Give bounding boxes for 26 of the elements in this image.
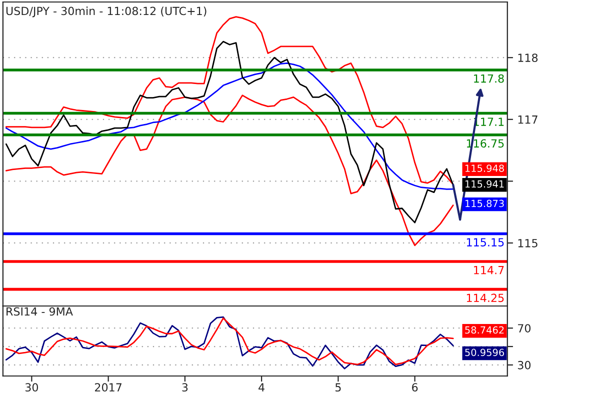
data-label: 115.873 bbox=[465, 200, 504, 208]
line-series bbox=[5, 16, 454, 186]
chart-title: USD/JPY - 30min - 11:08:12 (UTC+1) bbox=[6, 6, 206, 18]
y-tick-label: 115 bbox=[518, 239, 538, 248]
ref-line-label: 115.15 bbox=[466, 238, 504, 246]
x-tick-label: 30 bbox=[25, 383, 38, 392]
x-tick-label: 6 bbox=[412, 383, 418, 392]
x-tick-label: 4 bbox=[258, 383, 264, 392]
ref-line-label: 114.25 bbox=[466, 294, 504, 302]
data-label: 115.948 bbox=[465, 164, 504, 172]
data-label: 58.7462 bbox=[465, 326, 504, 334]
y-tick-label: 70 bbox=[518, 324, 531, 332]
x-tick-label: 2017 bbox=[94, 383, 122, 392]
line-series bbox=[5, 94, 454, 246]
ref-line-label: 114.7 bbox=[474, 266, 504, 274]
x-tick-label: 3 bbox=[182, 383, 188, 392]
ref-line-label: 117.8 bbox=[474, 74, 504, 83]
x-tick-label: 5 bbox=[336, 383, 341, 392]
y-tick-label: 118 bbox=[518, 54, 538, 62]
y-tick-label: 117 bbox=[518, 116, 538, 124]
line-series bbox=[5, 40, 454, 224]
chart-title: RSI14 - 9MA bbox=[6, 307, 73, 316]
data-label: 115.941 bbox=[465, 180, 504, 188]
line-series bbox=[5, 62, 454, 190]
y-tick-label: 30 bbox=[518, 360, 531, 370]
data-label: 50.9596 bbox=[465, 348, 504, 356]
